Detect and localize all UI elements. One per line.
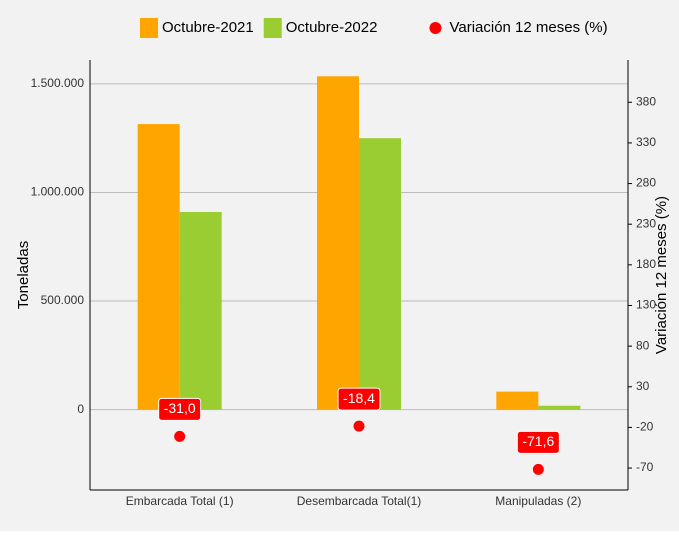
x-tick-label: Manipuladas (2) — [495, 494, 581, 508]
value-label: -18,4 — [343, 390, 375, 406]
point — [353, 420, 365, 432]
y2-tick-label: 380 — [636, 94, 656, 108]
value-label-box — [158, 397, 202, 421]
bar — [317, 76, 359, 410]
bar — [538, 405, 581, 410]
legend-label: Octubre-2022 — [286, 19, 378, 36]
bar — [496, 391, 539, 410]
y-tick-label: 1.000.000 — [31, 185, 85, 199]
y2-tick-label: 180 — [636, 257, 656, 271]
legend-label: Variación 12 meses (%) — [449, 19, 607, 36]
y2-tick-label: -70 — [636, 460, 654, 474]
y2-tick-label: 80 — [636, 338, 650, 352]
y2-tick-label: 280 — [636, 176, 656, 190]
y2-tick-label: 230 — [636, 216, 656, 230]
value-label-box — [516, 430, 560, 454]
y-tick-label: 500.000 — [41, 293, 85, 307]
legend-marker — [429, 22, 442, 34]
point — [532, 463, 544, 475]
legend-label: Octubre-2021 — [162, 19, 254, 36]
y2-tick-label: -20 — [636, 420, 654, 434]
y-axis-label: Toneladas — [15, 241, 32, 309]
x-tick-label: Desembarcada Total(1) — [297, 494, 422, 508]
x-tick-label: Embarcada Total (1) — [126, 494, 234, 508]
y2-tick-label: 330 — [636, 135, 656, 149]
value-label: -71,6 — [522, 433, 554, 449]
value-label: -31,0 — [164, 400, 196, 416]
legend-marker — [140, 18, 158, 38]
legend-marker — [263, 18, 282, 38]
bar — [359, 138, 401, 410]
value-label-box — [337, 387, 381, 411]
bar — [179, 212, 222, 410]
bar — [137, 124, 180, 410]
y-tick-label: 0 — [77, 402, 84, 416]
y2-tick-label: 30 — [636, 379, 650, 393]
y-tick-label: 1.500.000 — [31, 76, 85, 90]
point — [174, 430, 186, 442]
y2-axis-label: Variación 12 meses (%) — [653, 196, 670, 354]
y2-tick-label: 130 — [636, 298, 656, 312]
